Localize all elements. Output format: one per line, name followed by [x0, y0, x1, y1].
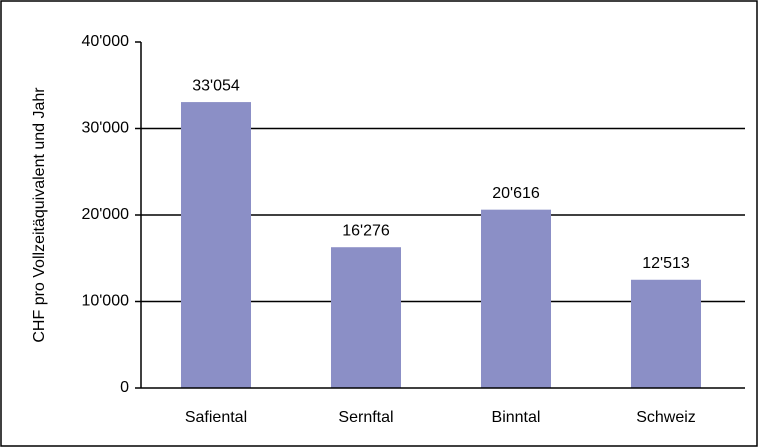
- y-axis-label: CHF pro Vollzeitäquivalent und Jahr: [31, 87, 48, 343]
- y-tick-label: 0: [120, 379, 129, 396]
- y-tick-label: 40'000: [81, 33, 129, 50]
- x-tick-label: Safiental: [185, 409, 247, 426]
- data-label: 16'276: [342, 222, 390, 239]
- bar: [481, 209, 551, 388]
- y-tick-label: 10'000: [81, 293, 129, 310]
- data-label: 12'513: [642, 255, 690, 272]
- data-label: 33'054: [192, 77, 240, 94]
- bar: [631, 279, 701, 388]
- x-tick-label: Binntal: [492, 409, 541, 426]
- bar: [181, 102, 251, 389]
- y-tick-label: 30'000: [81, 120, 129, 137]
- bar: [331, 247, 401, 388]
- x-tick-label: Schweiz: [636, 409, 696, 426]
- y-tick-label: 20'000: [81, 206, 129, 223]
- data-label: 20'616: [492, 185, 540, 202]
- x-tick-label: Sernftal: [338, 409, 393, 426]
